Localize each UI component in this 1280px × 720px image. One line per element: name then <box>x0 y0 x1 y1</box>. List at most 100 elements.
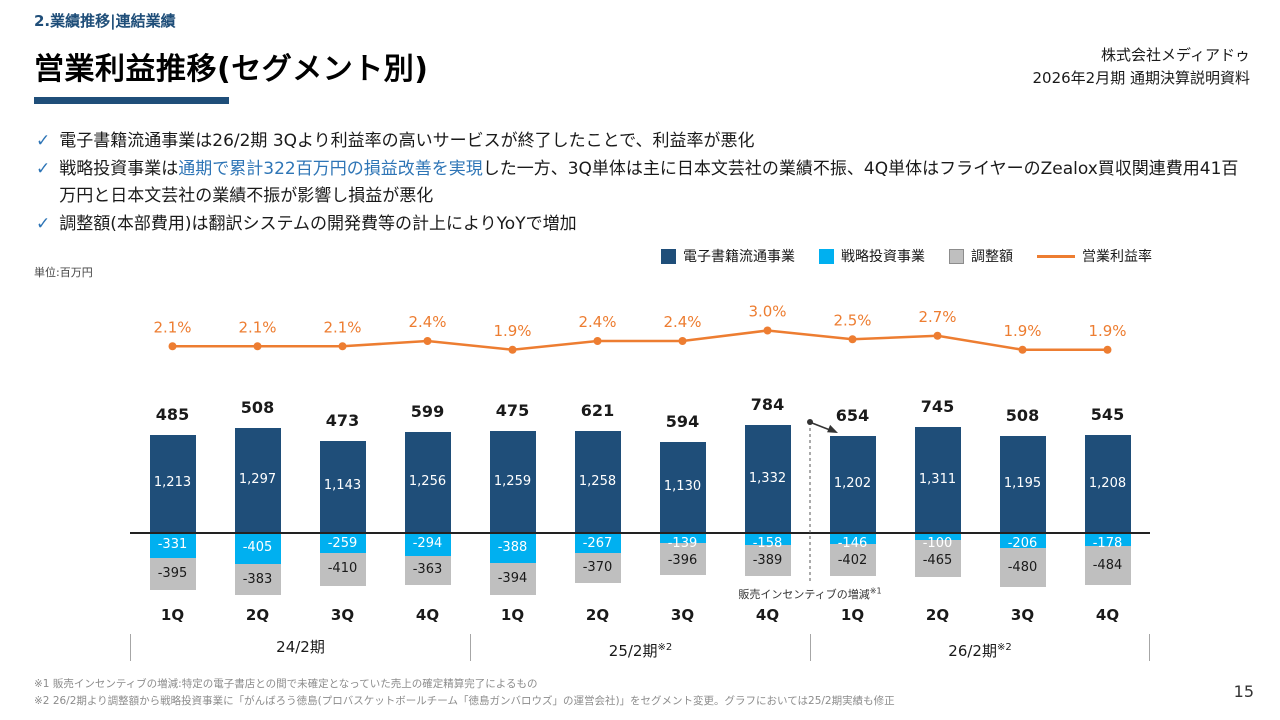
chart-legend: 電子書籍流通事業 戦略投資事業 調整額 営業利益率 <box>661 246 1152 266</box>
bar-value-label: 1,130 <box>663 478 702 494</box>
bullet-item: ✓ 戦略投資事業は通期で累計322百万円の損益改善を実現した一方、3Q単体は主に日… <box>36 156 1250 211</box>
x-axis-label: 2Q <box>585 606 610 624</box>
margin-pct-label: 2.4% <box>408 313 446 331</box>
check-icon: ✓ <box>36 158 51 179</box>
bar-value-label: -363 <box>412 562 443 578</box>
bar-value-label: -389 <box>752 553 783 568</box>
bar-segment-adjustment <box>149 558 196 591</box>
total-label: 545 <box>1090 405 1125 425</box>
bar-value-label: -370 <box>582 560 613 576</box>
total-label: 475 <box>495 401 530 421</box>
check-icon: ✓ <box>36 213 51 234</box>
bar-value-label: -267 <box>582 536 613 551</box>
bar-value-label: 1,195 <box>1003 476 1042 492</box>
period-label: 26/2期※2 <box>810 634 1150 661</box>
margin-data-point <box>933 331 942 340</box>
margin-data-point <box>1103 345 1112 354</box>
total-label: 485 <box>155 404 190 424</box>
operating-margin-line-layer: 2.1% 2.1% 2.1% 2.4% 1.9% 2.4% 2.4% 3.0% 2.5% 2.7%… <box>153 303 1127 583</box>
total-label: 594 <box>665 411 700 431</box>
bar-segment-ebook <box>149 434 196 532</box>
bar-value-label: 1,143 <box>323 478 362 494</box>
bar-value-label: -388 <box>497 539 528 555</box>
total-label: 599 <box>410 401 445 421</box>
bar-segment-adjustment <box>234 564 281 596</box>
margin-pct-label: 1.9% <box>1088 322 1126 340</box>
bar-segment-adjustment <box>319 552 366 586</box>
bullet-text: 戦略投資事業は通期で累計322百万円の損益改善を実現した一方、3Q単体は主に日本… <box>59 158 1239 207</box>
legend-label: 調整額 <box>971 249 1013 265</box>
bar-value-label: -178 <box>1092 536 1123 551</box>
margin-pct-label: 2.5% <box>833 311 871 329</box>
total-label: 508 <box>240 398 275 418</box>
x-axis-label: 3Q <box>330 606 355 624</box>
bar-value-label: -146 <box>837 536 868 551</box>
legend-square-swatch <box>949 248 964 264</box>
x-axis-label: 2Q <box>245 606 270 624</box>
bar-value-label: 1,256 <box>408 473 447 489</box>
margin-pct-label: 2.1% <box>323 318 361 336</box>
legend-item: 戦略投資事業 <box>819 246 925 266</box>
total-label: 745 <box>920 397 955 417</box>
bar-segment-adjustment <box>744 544 791 576</box>
margin-pct-label: 1.9% <box>493 322 531 340</box>
bar-value-label: -394 <box>497 570 528 586</box>
x-axis-label: 1Q <box>500 606 525 624</box>
margin-pct-label: 2.4% <box>578 313 616 331</box>
bar-value-label: 1,202 <box>833 475 872 491</box>
bar-value-label: 1,332 <box>748 470 787 486</box>
legend-item: 調整額 <box>949 246 1013 266</box>
legend-square-swatch <box>661 248 676 264</box>
total-label: 784 <box>750 395 785 415</box>
bar-value-label: -410 <box>327 561 358 577</box>
document-title: 2026年2月期 通期決算説明資料 <box>1032 68 1251 87</box>
bar-segment-strategic <box>914 532 961 540</box>
period-label: 25/2期※2 <box>470 634 810 661</box>
x-axis-label: 1Q <box>840 606 865 624</box>
margin-data-point <box>423 337 432 345</box>
period-label: 24/2期 <box>130 634 470 661</box>
bar-segment-ebook <box>829 435 876 532</box>
bar-segment-strategic <box>659 532 706 544</box>
total-label: 508 <box>1005 406 1040 426</box>
bar-value-label: -294 <box>412 536 443 551</box>
legend-line-swatch <box>1037 254 1075 258</box>
bar-segment-strategic <box>744 532 791 545</box>
legend-label: 営業利益率 <box>1082 249 1152 265</box>
bar-segment-strategic <box>574 532 621 554</box>
margin-pct-label: 3.0% <box>748 303 786 321</box>
total-label: 621 <box>580 401 615 421</box>
bar-segment-adjustment <box>574 553 621 583</box>
bar-value-label: -100 <box>922 536 953 551</box>
legend-label: 戦略投資事業 <box>841 249 925 265</box>
annotation-label: 販売インセンティブの増減※1 <box>738 586 882 601</box>
bar-segment-strategic <box>999 532 1046 549</box>
total-label: 473 <box>325 410 360 430</box>
segment-profit-chart: 1,213 -331 -395 485 1,297 -405 -383 508 1,143 -25… <box>130 300 1150 600</box>
legend-square-swatch <box>819 248 834 264</box>
x-axis-labels: 1Q 2Q 3Q 4Q 1Q 2Q 3Q 4Q 1Q 2Q 3Q 4Q <box>130 606 1150 624</box>
zero-axis-line <box>130 532 1150 534</box>
margin-data-point <box>678 337 687 345</box>
bar-segment-ebook <box>914 427 961 532</box>
margin-data-point <box>338 342 347 351</box>
bar-value-label: 1,258 <box>578 473 617 489</box>
footnotes: ※1 販売インセンティブの増減:特定の電子書店との間で未確定となっていた売上の確… <box>34 676 1174 710</box>
bar-segment-adjustment <box>404 555 451 585</box>
bar-value-label: -259 <box>327 536 358 551</box>
margin-pct-label: 2.1% <box>153 318 191 336</box>
x-axis-label: 3Q <box>1010 606 1035 624</box>
bar-value-label: 1,259 <box>493 473 532 489</box>
bar-segment-ebook <box>999 436 1046 532</box>
bar-segment-ebook <box>404 431 451 532</box>
bar-segment-strategic <box>319 532 366 553</box>
margin-data-point <box>168 342 177 351</box>
bar-segment-ebook <box>1084 435 1131 532</box>
footnote: ※2 26/2期より調整額から戦略投資事業に「がんばろう徳島(プロバスケットボー… <box>34 694 895 707</box>
bar-value-label: -139 <box>667 536 698 551</box>
bar-value-label: 1,311 <box>918 471 957 487</box>
bar-segment-ebook <box>234 428 281 532</box>
bar-value-label: -402 <box>837 553 868 568</box>
bullet-item: ✓ 調整額(本部費用)は翻訳システムの開発費等の計上によりYoYで増加 <box>36 211 1250 239</box>
